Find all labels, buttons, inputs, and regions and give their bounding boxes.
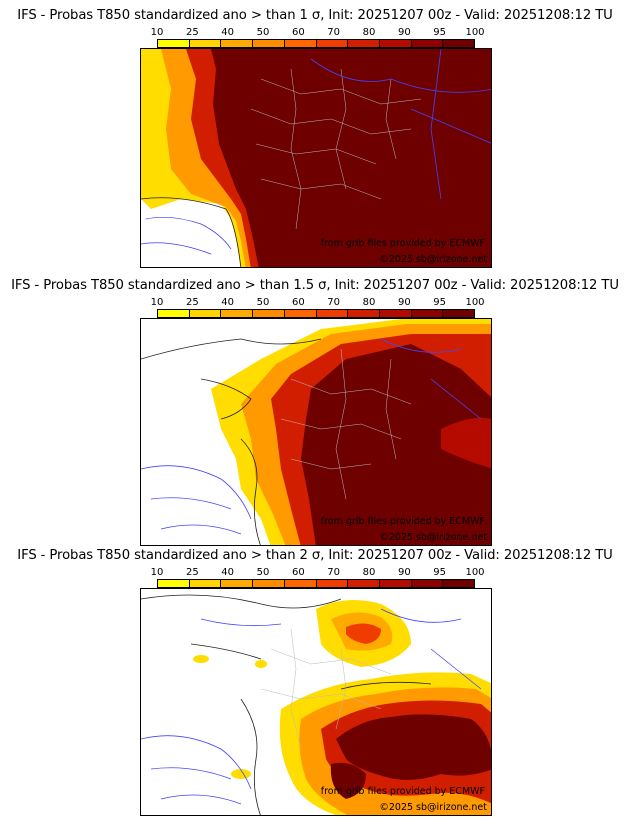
colorbar-segment (158, 310, 190, 317)
colorbar-segment (189, 580, 222, 587)
colorbar-tick-label: 60 (291, 297, 305, 308)
colorbar (157, 579, 475, 588)
colorbar-segment (158, 40, 190, 47)
colorbar (157, 309, 475, 318)
colorbar-segment (411, 580, 444, 587)
colorbar-tick-label: 95 (433, 567, 447, 578)
colorbar-tick-label: 70 (327, 297, 341, 308)
colorbar-tick-labels: 10 25 40 50 60 70 80 90 95 100 (151, 567, 485, 579)
probability-map: from grib files provided by ECMWF ©2025 … (140, 48, 492, 268)
colorbar-tick-label: 70 (327, 567, 341, 578)
colorbar-tick-label: 80 (362, 27, 376, 38)
colorbar-segment (443, 40, 475, 47)
site-credit: ©2025 sb@irizone.net (379, 254, 487, 265)
colorbar-tick-label: 60 (291, 27, 305, 38)
colorbar-tick-label: 100 (465, 297, 485, 308)
probability-map: from grib files provided by ECMWF ©2025 … (140, 588, 492, 816)
colorbar-tick-label: 40 (221, 567, 235, 578)
map-panel-3: IFS - Probas T850 standardized ano > tha… (0, 548, 630, 828)
colorbar-tick-label: 25 (185, 567, 199, 578)
colorbar-tick-label: 10 (150, 297, 164, 308)
site-credit: ©2025 sb@irizone.net (379, 802, 487, 813)
colorbar-segment (253, 580, 285, 587)
colorbar-tick-label: 10 (150, 567, 164, 578)
colorbar-segment (348, 580, 380, 587)
colorbar-segment (316, 580, 349, 587)
colorbar-tick-label: 25 (185, 27, 199, 38)
colorbar-tick-label: 70 (327, 27, 341, 38)
colorbar-tick-label: 80 (362, 567, 376, 578)
colorbar-tick-label: 50 (256, 567, 270, 578)
colorbar-segment (316, 40, 349, 47)
colorbar-segment (284, 40, 317, 47)
colorbar-segment (348, 40, 380, 47)
colorbar-tick-label: 90 (397, 297, 411, 308)
colorbar-tick-label: 90 (397, 27, 411, 38)
colorbar-segment (253, 310, 285, 317)
colorbar-segment (411, 310, 444, 317)
colorbar-segment (221, 580, 254, 587)
colorbar-tick-label: 100 (465, 27, 485, 38)
colorbar-tick-label: 80 (362, 297, 376, 308)
colorbar-tick-label: 95 (433, 27, 447, 38)
colorbar (157, 39, 475, 48)
colorbar-tick-labels: 10 25 40 50 60 70 80 90 95 100 (151, 297, 485, 309)
colorbar-tick-label: 25 (185, 297, 199, 308)
colorbar-segment (189, 310, 222, 317)
colorbar-segment (189, 40, 222, 47)
colorbar-segment (221, 40, 254, 47)
colorbar-segment (158, 580, 190, 587)
colorbar-segment (379, 40, 412, 47)
colorbar-segment (379, 310, 412, 317)
colorbar-tick-label: 50 (256, 297, 270, 308)
colorbar-segment (316, 310, 349, 317)
colorbar-tick-label: 90 (397, 567, 411, 578)
colorbar-segment (443, 310, 475, 317)
panel-title: IFS - Probas T850 standardized ano > tha… (11, 278, 619, 293)
colorbar-tick-labels: 10 25 40 50 60 70 80 90 95 100 (151, 27, 485, 39)
colorbar-tick-label: 40 (221, 297, 235, 308)
colorbar-segment (284, 580, 317, 587)
data-source-credit: from grib files provided by ECMWF (320, 786, 485, 797)
colorbar-segment (379, 580, 412, 587)
colorbar-tick-label: 10 (150, 27, 164, 38)
panel-title: IFS - Probas T850 standardized ano > tha… (17, 548, 613, 563)
colorbar-segment (284, 310, 317, 317)
colorbar-segment (221, 310, 254, 317)
colorbar-tick-label: 100 (465, 567, 485, 578)
colorbar-segment (253, 40, 285, 47)
data-source-credit: from grib files provided by ECMWF (320, 238, 485, 249)
site-credit: ©2025 sb@irizone.net (379, 532, 487, 543)
data-source-credit: from grib files provided by ECMWF (320, 516, 485, 527)
map-panel-2: IFS - Probas T850 standardized ano > tha… (0, 278, 630, 548)
panel-title: IFS - Probas T850 standardized ano > tha… (17, 8, 613, 23)
colorbar-segment (348, 310, 380, 317)
colorbar-tick-label: 60 (291, 567, 305, 578)
colorbar-tick-label: 50 (256, 27, 270, 38)
colorbar-tick-label: 95 (433, 297, 447, 308)
colorbar-segment (411, 40, 444, 47)
map-panel-1: IFS - Probas T850 standardized ano > tha… (0, 8, 630, 278)
colorbar-segment (443, 580, 475, 587)
probability-map: from grib files provided by ECMWF ©2025 … (140, 318, 492, 546)
colorbar-tick-label: 40 (221, 27, 235, 38)
